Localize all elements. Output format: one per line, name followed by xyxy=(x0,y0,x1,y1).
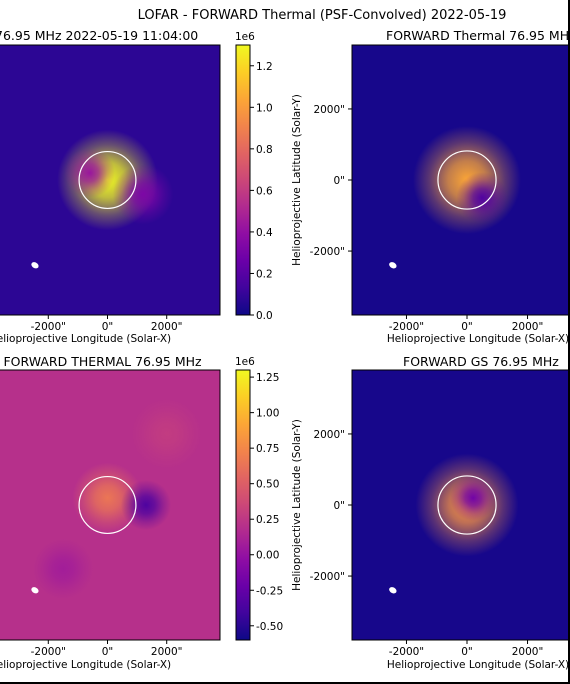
x-tick-label: 2000" xyxy=(151,646,183,658)
y-tick-label: -2000" xyxy=(310,571,345,583)
y-tick-label: 0" xyxy=(333,175,345,187)
emission-blob xyxy=(131,398,202,470)
colorbar-tick-label: 0.50 xyxy=(256,479,279,491)
colorbar-tick-label: 1.0 xyxy=(256,102,273,114)
x-tick-label: 2000" xyxy=(512,321,544,333)
solar-limb xyxy=(78,475,137,535)
x-tick-label: -2000" xyxy=(389,646,424,658)
figure-suptitle: LOFAR - FORWARD Thermal (PSF-Convolved) … xyxy=(138,8,507,23)
x-tick-label: 0" xyxy=(461,321,473,333)
y-tick-label: 0" xyxy=(333,500,345,512)
solar-limb xyxy=(437,475,497,535)
emission-blob xyxy=(112,164,174,225)
x-tick-label: -2000" xyxy=(31,646,66,658)
colorbar-gradient xyxy=(235,44,251,316)
panel-title: FORWARD GS 76.95 MHz xyxy=(403,354,559,369)
x-axis-label: Helioprojective Longitude (Solar-X) xyxy=(0,659,171,671)
x-tick-label: -2000" xyxy=(389,321,424,333)
colorbar-offset-label: 1e6 xyxy=(235,356,255,368)
x-axis-label: Helioprojective Longitude (Solar-X) xyxy=(0,333,171,345)
colorbar-tick-label: -0.25 xyxy=(256,585,283,597)
beam-ellipse xyxy=(389,262,397,269)
colorbar-tick-label: 0.8 xyxy=(256,144,273,156)
colorbar-tick-label: 1.00 xyxy=(256,408,279,420)
x-axis-label: Helioprojective Longitude (Solar-X) xyxy=(387,333,569,345)
beam-ellipse xyxy=(389,587,397,594)
y-tick-label: -2000" xyxy=(310,246,345,258)
colorbar-tick-label: 0.00 xyxy=(256,550,279,562)
panel-forward-thermal: FORWARD Thermal 76.95 MHz Helioprojectiv… xyxy=(291,28,570,345)
panel-difference: - FORWARD THERMAL 76.95 MHz Helioproject… xyxy=(0,354,221,671)
colorbar-tick-label: 1.25 xyxy=(256,372,279,384)
panel-lofar-observed: 76.95 MHz 2022-05-19 11:04:00 Helioproje… xyxy=(0,28,221,345)
colorbar-tick-label: 0.0 xyxy=(256,310,273,322)
x-tick-label: 0" xyxy=(461,646,473,658)
y-axis-label: Helioprojective Latitude (Solar-Y) xyxy=(291,94,303,266)
x-tick-label: 2000" xyxy=(151,321,183,333)
colorbar-gradient xyxy=(235,369,251,641)
colorbar-bottom: 1e6 1.25 1.00 0.75 0.50 0.25 0.00 -0.25 -0.50 xyxy=(235,356,283,641)
x-axis-label: Helioprojective Longitude (Solar-X) xyxy=(387,659,569,671)
colorbar-tick-label: 1.2 xyxy=(256,61,273,73)
emission-blob xyxy=(449,474,497,522)
emission-blob xyxy=(32,538,94,600)
beam-ellipse xyxy=(31,262,39,269)
panel-title: FORWARD Thermal 76.95 MHz xyxy=(386,28,570,43)
solar-limb xyxy=(78,150,137,210)
solar-limb xyxy=(437,150,497,210)
y-tick-label: 2000" xyxy=(313,429,345,441)
beam-ellipse xyxy=(31,587,39,594)
colorbar-tick-label: 0.25 xyxy=(256,514,279,526)
colorbar-tick-label: 0.2 xyxy=(256,268,273,280)
emission-blob xyxy=(120,479,172,531)
panel-forward-gs: FORWARD GS 76.95 MHz Helioprojective Lon… xyxy=(291,354,569,671)
emission-blob xyxy=(64,147,115,199)
y-axis-label: Helioprojective Latitude (Solar-Y) xyxy=(291,419,303,591)
colorbar-tick-label: 0.6 xyxy=(256,185,273,197)
panel-title: - FORWARD THERMAL 76.95 MHz xyxy=(0,354,202,369)
x-tick-label: 0" xyxy=(102,321,114,333)
emission-blob xyxy=(456,172,508,224)
colorbar-tick-label: -0.50 xyxy=(256,621,283,633)
colorbar-top: 1e6 0.0 0.2 0.4 0.6 0.8 1.0 1.2 xyxy=(235,31,273,322)
x-tick-label: 2000" xyxy=(512,646,544,658)
y-tick-label: 2000" xyxy=(313,104,345,116)
x-tick-label: -2000" xyxy=(31,321,66,333)
x-tick-label: 0" xyxy=(102,646,114,658)
colorbar-offset-label: 1e6 xyxy=(235,31,255,43)
colorbar-tick-label: 0.4 xyxy=(256,227,273,239)
panel-title: 76.95 MHz 2022-05-19 11:04:00 xyxy=(0,28,198,43)
colorbar-tick-label: 0.75 xyxy=(256,443,279,455)
